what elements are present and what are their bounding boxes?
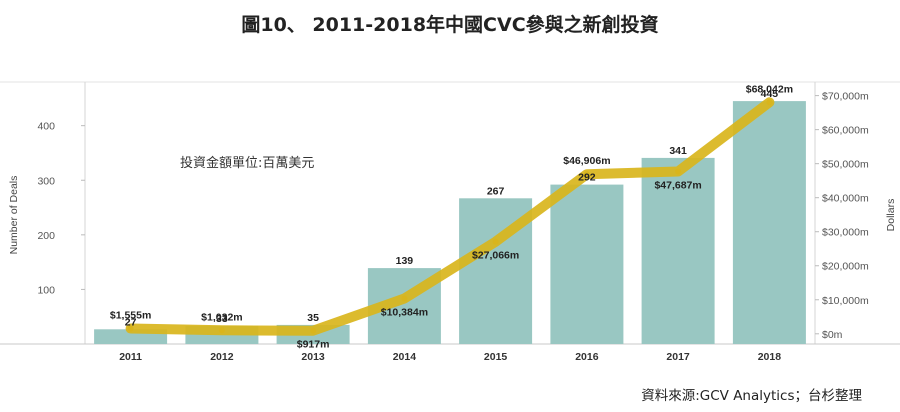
line-point-2011 [127, 325, 134, 332]
source-note: 資料來源:GCV Analytics；台杉整理 [641, 388, 862, 404]
right-tick-10000: $10,000m [822, 295, 869, 307]
right-tick-0: $0m [822, 329, 843, 341]
left-axis-title: Number of Deals [8, 176, 20, 255]
left-tick-400: 400 [37, 121, 55, 133]
chart-title: 圖10、 2011-2018年中國CVC參與之新創投資 [241, 14, 659, 36]
bar-2017 [641, 157, 715, 344]
right-tick-50000: $50,000m [822, 159, 869, 171]
x-tick-2017: 2017 [666, 351, 690, 363]
line-point-2016 [583, 171, 590, 178]
line-label-2018: $68,042m [746, 83, 793, 95]
line-label-2017: $47,687m [654, 180, 701, 192]
bar-label-2011: 27 [125, 316, 137, 328]
bar-label-2014: 139 [396, 255, 414, 267]
line-label-2012: $1,032m [201, 311, 242, 323]
x-tick-2013: 2013 [301, 351, 325, 363]
right-tick-60000: $60,000m [822, 125, 869, 137]
x-tick-2012: 2012 [210, 351, 234, 363]
line-label-2015: $27,066m [472, 250, 519, 262]
unit-annotation: 投資金額單位:百萬美元 [180, 155, 314, 171]
x-axis: 2011 2012 2013 2014 2015 2016 2017 2018 [119, 351, 781, 363]
bar-label-2017: 341 [669, 145, 687, 157]
x-tick-2011: 2011 [119, 351, 142, 363]
line-point-2017 [675, 168, 682, 175]
x-tick-2016: 2016 [575, 351, 599, 363]
bar-label-2018: 445 [761, 88, 779, 100]
left-axis: 100 200 300 400 [37, 121, 85, 296]
dollars-line [125, 97, 775, 336]
line-label-2011: $1,555m [110, 310, 151, 322]
bar-label-2013: 35 [307, 312, 319, 324]
bar-2018 [732, 101, 806, 344]
line-point-2014 [401, 295, 408, 302]
line-data-labels: $1,555m $1,032m $917m $10,384m $27,066m $46,9… [110, 83, 793, 350]
line-series [125, 97, 775, 336]
line-point-2015 [492, 238, 499, 245]
x-tick-2015: 2015 [484, 351, 508, 363]
line-label-2014: $10,384m [381, 307, 428, 319]
left-tick-200: 200 [37, 230, 55, 242]
line-label-2013: $917m [297, 339, 330, 351]
x-tick-2018: 2018 [758, 351, 782, 363]
bar-series [94, 101, 806, 344]
bar-data-labels: 27 33 35 139 267 292 341 445 [125, 88, 779, 328]
right-axis-title: Dollars [885, 199, 897, 232]
bar-label-2012: 33 [216, 313, 228, 325]
right-tick-40000: $40,000m [822, 193, 869, 205]
left-tick-300: 300 [37, 175, 55, 187]
line-label-2016: $46,906m [563, 155, 610, 167]
line-point-2013 [310, 327, 317, 334]
right-tick-70000: $70,000m [822, 91, 869, 103]
x-tick-2014: 2014 [393, 351, 417, 363]
right-tick-20000: $20,000m [822, 261, 869, 273]
right-tick-30000: $30,000m [822, 227, 869, 239]
bar-label-2016: 292 [578, 172, 596, 184]
right-axis: $0m $10,000m $20,000m $30,000m $40,000m $50,0… [815, 91, 869, 341]
left-tick-100: 100 [37, 284, 55, 296]
bar-2016 [550, 184, 624, 344]
bar-label-2015: 267 [487, 185, 505, 197]
line-point-2018 [766, 99, 773, 106]
line-point-2012 [218, 327, 225, 334]
